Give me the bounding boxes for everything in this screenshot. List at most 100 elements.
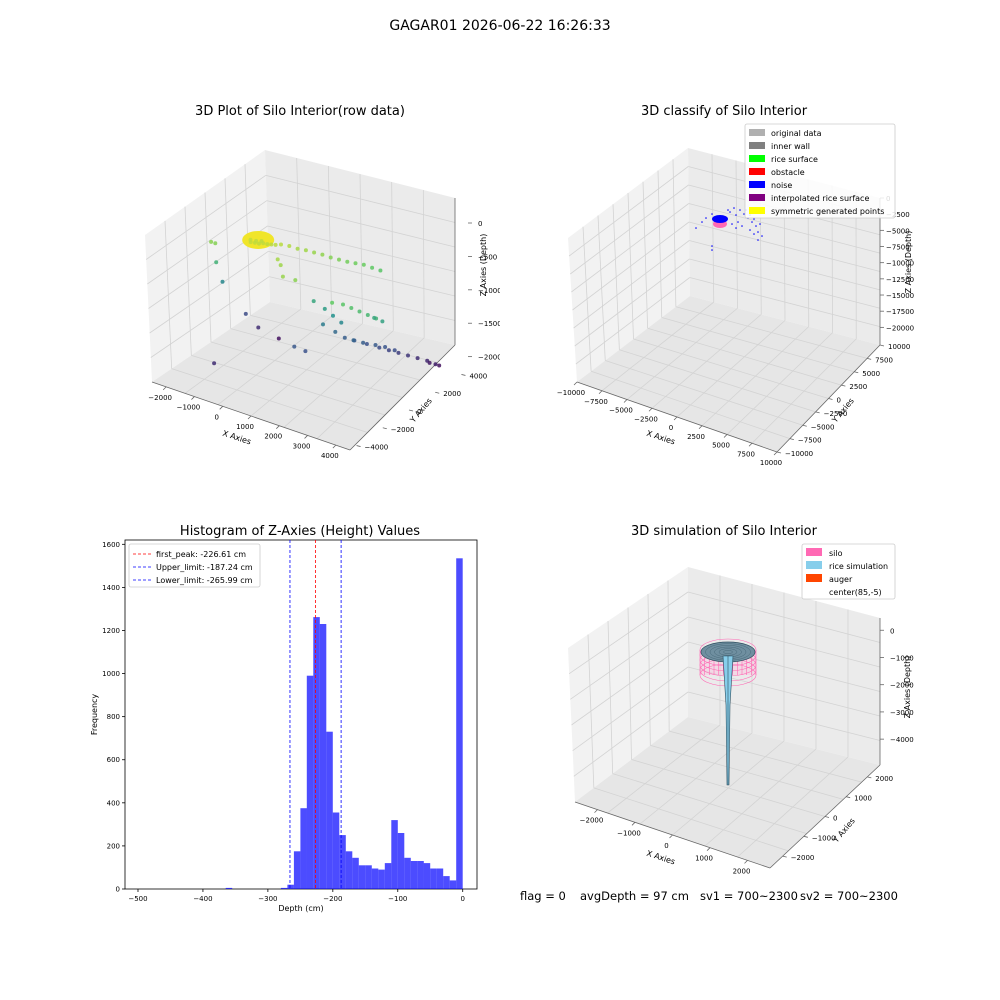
- p4-x-tick-label: 0: [664, 842, 668, 850]
- p2-y-tick: [879, 344, 885, 347]
- p4-x-tick-label: 1000: [695, 855, 713, 863]
- p1-point: [377, 345, 382, 350]
- p1-point: [433, 362, 438, 367]
- p2-legend-label: symmetric generated points: [771, 207, 884, 216]
- p2-y-tick: [841, 384, 846, 387]
- p2-noise-point: [711, 249, 713, 251]
- p3-bar: [365, 865, 372, 889]
- p2-noise-point: [701, 221, 703, 223]
- p2-gridline: [675, 306, 868, 359]
- p1-y-tick-label: 2000: [443, 390, 461, 398]
- p4-x-tick-label: 2000: [733, 867, 751, 875]
- p3-bar: [358, 865, 366, 889]
- p1-x-tick: [247, 415, 252, 420]
- p4-z-tick-label: −4000: [890, 736, 914, 744]
- p2-noise-point: [743, 213, 745, 215]
- p2-x-tick: [773, 451, 778, 456]
- p2-y-tick: [802, 424, 807, 427]
- p3-y-tick-label: 200: [107, 842, 120, 850]
- p1-point: [275, 257, 280, 262]
- p2-x-tick: [648, 407, 653, 412]
- p3-x-tick-label: −300: [258, 895, 277, 903]
- p2-noise-point: [731, 223, 733, 225]
- p1-x-tick: [304, 435, 308, 439]
- p2-y-tick-label: 0: [837, 397, 841, 405]
- panel4-3d-simulation: −2000 −1000 0 1000 2000 −2000 −1000 0 1000 2000 0 −…: [568, 543, 914, 875]
- p1-x-tick-label: −1000: [177, 404, 201, 412]
- p1-point-cluster: [242, 230, 275, 249]
- p2-x-tick: [673, 416, 678, 421]
- p4-y-tick-label: 2000: [875, 775, 893, 783]
- p1-x-tick: [162, 386, 167, 391]
- p1-point: [427, 360, 432, 365]
- p2-noise-point: [751, 221, 753, 223]
- p1-pane-right: [265, 150, 455, 345]
- p4-gridline: [669, 730, 862, 783]
- p1-y-tick: [435, 391, 440, 394]
- p2-legend-label: interpolated rice surface: [771, 194, 869, 203]
- p2-gridline: [570, 184, 689, 275]
- p3-y-tick-label: 1200: [102, 627, 120, 635]
- p1-point: [386, 348, 391, 353]
- p1-point: [248, 237, 253, 242]
- p1-point: [265, 242, 270, 247]
- p4-legend-label: silo: [829, 549, 843, 558]
- p2-y-tick-label: −10000: [785, 450, 813, 458]
- p3-bar: [391, 820, 398, 889]
- sv1-text: sv1 = 700~2300: [700, 889, 798, 903]
- p1-point: [328, 255, 333, 260]
- p3-legend-label: first_peak: -226.61 cm: [156, 550, 246, 559]
- p1-point: [287, 244, 292, 248]
- p1-y-tick: [408, 409, 414, 412]
- avg-depth-text: avgDepth = 97 cm: [580, 889, 689, 903]
- p2-y-tick-label: 2500: [849, 383, 867, 391]
- p3-bar: [306, 675, 314, 889]
- p1-point: [212, 361, 217, 366]
- p3-bar: [280, 887, 288, 889]
- flag-text: flag = 0: [520, 889, 566, 903]
- p2-y-tick: [776, 451, 782, 454]
- p3-x-tick-label: −100: [388, 895, 407, 903]
- panel2-title: 3D classify of Silo Interior: [640, 104, 808, 119]
- p3-y-tick-label: 1400: [102, 584, 120, 592]
- p2-z-tick-label: −20000: [886, 324, 914, 332]
- p4-y-tick-label: −2000: [791, 854, 815, 862]
- p3-bar: [339, 835, 346, 889]
- p4-x-tick: [744, 860, 748, 864]
- p2-noise-point: [735, 227, 737, 229]
- p1-y-tick: [382, 427, 387, 430]
- p2-noise-point: [753, 233, 755, 235]
- p3-bar: [456, 558, 463, 889]
- p2-gridline: [661, 317, 855, 373]
- p3-x-tick-label: −400: [193, 895, 212, 903]
- p3-y-axis-title: Frequency: [90, 694, 99, 736]
- p2-noise-point: [749, 229, 751, 231]
- p1-pane-left: [145, 150, 270, 382]
- p1-x-tick: [219, 406, 223, 410]
- p2-gridline: [751, 338, 857, 444]
- p4-legend-swatch: [806, 561, 822, 569]
- p4-x-tick: [594, 809, 598, 813]
- p1-point: [337, 257, 341, 262]
- p1-point: [333, 329, 338, 334]
- p3-y-tick-label: 800: [107, 713, 120, 721]
- p2-gridline: [688, 221, 881, 272]
- p1-point: [259, 239, 264, 244]
- p2-x-tick: [698, 425, 703, 430]
- p3-bar: [300, 808, 307, 889]
- p1-point: [357, 309, 362, 314]
- p4-gridline: [687, 591, 881, 643]
- p2-legend-box: [744, 123, 896, 219]
- p3-x-tick-label: 0: [460, 895, 464, 903]
- p1-x-tick-label: 1000: [236, 423, 254, 431]
- p1-y-tick: [356, 445, 361, 447]
- p1-point: [303, 248, 308, 253]
- p3-y-tick-label: 400: [107, 799, 120, 807]
- p2-legend-swatch: [749, 129, 765, 136]
- p2-noise-point: [759, 223, 761, 225]
- p2-legend-label: rice surface: [771, 155, 818, 164]
- p1-z-tick-label: 0: [478, 220, 482, 228]
- p2-noise-point: [711, 245, 713, 247]
- p2-z-tick-label: −15000: [886, 292, 914, 300]
- p1-point: [320, 252, 325, 257]
